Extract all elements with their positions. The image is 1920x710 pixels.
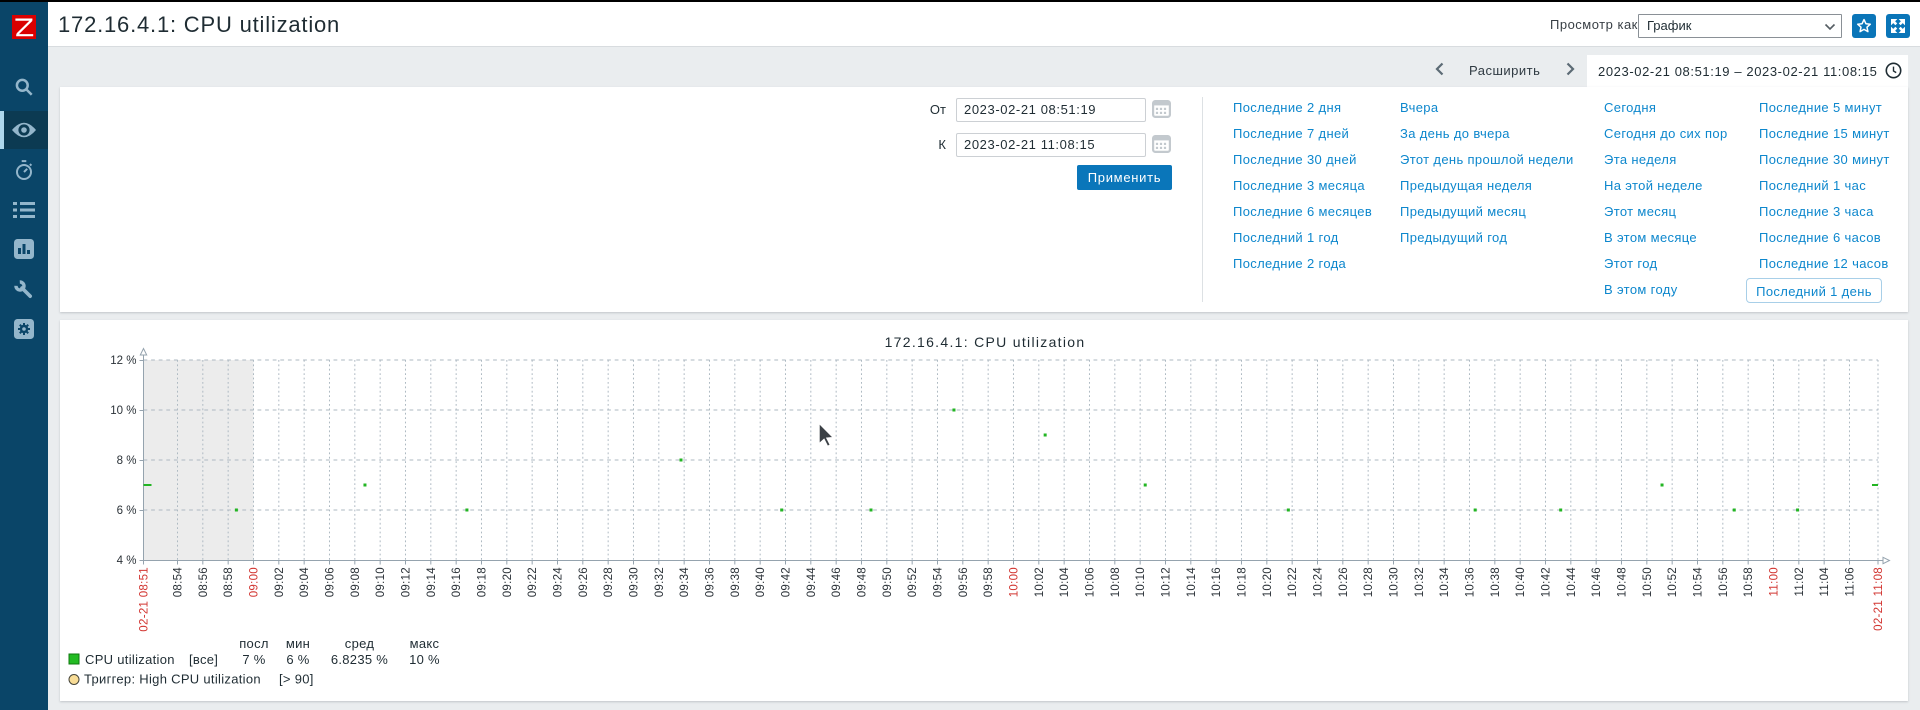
svg-text:10:46: 10:46 (1591, 567, 1603, 597)
svg-text:10:52: 10:52 (1667, 567, 1679, 597)
svg-text:08:56: 08:56 (198, 567, 210, 597)
svg-text:10:44: 10:44 (1566, 567, 1578, 598)
svg-text:09:38: 09:38 (730, 567, 742, 597)
svg-text:11:06: 11:06 (1844, 567, 1856, 596)
svg-text:09:20: 09:20 (502, 567, 514, 597)
svg-text:[> 90]: [> 90] (279, 672, 314, 687)
svg-text:11:00: 11:00 (1768, 567, 1780, 596)
svg-text:10:16: 10:16 (1211, 567, 1223, 597)
svg-text:10:24: 10:24 (1312, 567, 1324, 598)
svg-text:10:56: 10:56 (1718, 567, 1730, 597)
svg-text:6.8235 %: 6.8235 % (331, 652, 388, 667)
svg-text:10:18: 10:18 (1236, 567, 1248, 597)
svg-text:09:22: 09:22 (527, 567, 539, 597)
svg-text:08:54: 08:54 (172, 567, 184, 598)
svg-text:09:32: 09:32 (654, 567, 666, 597)
svg-text:172.16.4.1: CPU utilization: 172.16.4.1: CPU utilization (885, 334, 1086, 350)
svg-text:10:58: 10:58 (1743, 567, 1755, 597)
svg-text:10:50: 10:50 (1642, 567, 1654, 597)
svg-text:посл: посл (239, 636, 269, 651)
svg-text:10:30: 10:30 (1388, 567, 1400, 597)
svg-text:6 %: 6 % (286, 652, 309, 667)
svg-text:Триггер: High CPU utilization: Триггер: High CPU utilization (84, 672, 261, 687)
svg-text:09:24: 09:24 (552, 567, 564, 598)
svg-text:10:48: 10:48 (1616, 567, 1628, 597)
svg-text:09:46: 09:46 (831, 567, 843, 597)
svg-text:10:14: 10:14 (1186, 567, 1198, 598)
svg-text:09:08: 09:08 (350, 567, 362, 597)
svg-text:09:30: 09:30 (628, 567, 640, 597)
svg-text:сред: сред (345, 636, 375, 651)
svg-text:09:42: 09:42 (780, 567, 792, 597)
svg-text:09:00: 09:00 (248, 567, 260, 597)
svg-text:09:14: 09:14 (426, 567, 438, 598)
svg-text:CPU utilization: CPU utilization (85, 652, 175, 667)
svg-text:10 %: 10 % (409, 652, 440, 667)
svg-text:10:26: 10:26 (1338, 567, 1350, 597)
svg-text:09:18: 09:18 (476, 567, 488, 597)
svg-text:10:22: 10:22 (1287, 567, 1299, 597)
svg-text:10:28: 10:28 (1363, 567, 1375, 597)
svg-text:09:36: 09:36 (704, 567, 716, 597)
svg-text:10:34: 10:34 (1439, 567, 1451, 598)
svg-text:10:20: 10:20 (1262, 567, 1274, 597)
svg-text:09:06: 09:06 (324, 567, 336, 597)
svg-text:10 %: 10 % (110, 405, 136, 417)
svg-text:09:04: 09:04 (299, 567, 311, 598)
svg-text:10:32: 10:32 (1414, 567, 1426, 597)
svg-text:10:06: 10:06 (1084, 567, 1096, 597)
svg-text:мин: мин (286, 636, 310, 651)
svg-text:10:42: 10:42 (1540, 567, 1552, 597)
svg-text:11:02: 11:02 (1794, 567, 1806, 596)
svg-text:09:26: 09:26 (578, 567, 590, 597)
svg-text:09:34: 09:34 (679, 567, 691, 598)
svg-text:10:02: 10:02 (1034, 567, 1046, 597)
svg-text:10:12: 10:12 (1160, 567, 1172, 597)
svg-text:09:58: 09:58 (983, 567, 995, 597)
svg-text:10:08: 10:08 (1110, 567, 1122, 597)
svg-text:[все]: [все] (189, 652, 218, 667)
svg-text:10:38: 10:38 (1490, 567, 1502, 597)
svg-text:макс: макс (410, 636, 440, 651)
svg-text:09:28: 09:28 (603, 567, 615, 597)
svg-text:10:00: 10:00 (1008, 567, 1020, 597)
svg-text:10:04: 10:04 (1059, 567, 1071, 598)
svg-text:7 %: 7 % (242, 652, 265, 667)
svg-text:02-21 11:08: 02-21 11:08 (1873, 567, 1885, 631)
svg-text:09:52: 09:52 (907, 567, 919, 597)
svg-text:08:58: 08:58 (223, 567, 235, 597)
svg-text:09:16: 09:16 (451, 567, 463, 597)
svg-text:6 %: 6 % (117, 505, 137, 517)
svg-text:09:44: 09:44 (806, 567, 818, 598)
svg-text:12 %: 12 % (110, 355, 136, 367)
svg-text:09:12: 09:12 (400, 567, 412, 597)
svg-text:4 %: 4 % (117, 555, 137, 567)
svg-text:11:04: 11:04 (1819, 567, 1831, 597)
svg-text:09:56: 09:56 (958, 567, 970, 597)
svg-text:09:50: 09:50 (882, 567, 894, 597)
svg-text:09:48: 09:48 (856, 567, 868, 597)
svg-text:10:10: 10:10 (1135, 567, 1147, 597)
svg-text:10:54: 10:54 (1692, 567, 1704, 598)
svg-text:02-21 08:51: 02-21 08:51 (139, 567, 151, 632)
svg-text:09:54: 09:54 (932, 567, 944, 598)
svg-text:09:10: 09:10 (375, 567, 387, 597)
svg-text:10:36: 10:36 (1464, 567, 1476, 597)
svg-text:10:40: 10:40 (1515, 567, 1527, 597)
svg-text:8 %: 8 % (117, 455, 137, 467)
svg-text:09:40: 09:40 (755, 567, 767, 597)
svg-text:09:02: 09:02 (274, 567, 286, 597)
